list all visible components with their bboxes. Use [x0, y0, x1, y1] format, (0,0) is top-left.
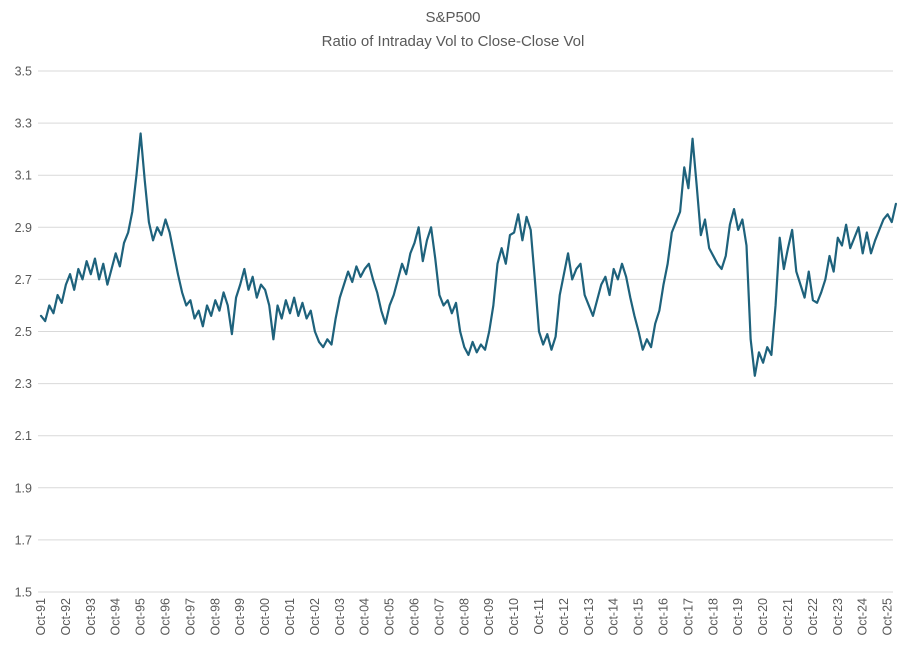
chart-title-block: S&P500 Ratio of Intraday Vol to Close-Cl…: [0, 6, 906, 54]
x-axis-tick-label: Oct-08: [457, 598, 471, 636]
x-axis-tick-label: Oct-18: [706, 598, 720, 636]
chart-subtitle: Ratio of Intraday Vol to Close-Close Vol: [321, 33, 585, 50]
y-axis-tick-label: 3.3: [15, 117, 32, 131]
x-axis-tick-label: Oct-02: [308, 598, 322, 636]
x-axis-tick-label: Oct-15: [632, 598, 646, 636]
x-axis-tick-label: Oct-23: [831, 598, 845, 636]
x-axis-tick-label: Oct-01: [283, 598, 297, 636]
x-axis-tick-label: Oct-98: [208, 598, 222, 636]
x-axis-tick-label: Oct-96: [159, 598, 173, 636]
chart-title: S&P500: [425, 9, 481, 26]
x-axis-tick-label: Oct-94: [109, 598, 123, 636]
x-axis-tick-label: Oct-93: [84, 598, 98, 636]
x-axis-tick-label: Oct-91: [34, 598, 48, 636]
x-axis-tick-label: Oct-20: [756, 598, 770, 636]
y-axis-tick-label: 3.1: [15, 169, 32, 183]
x-axis-tick-label: Oct-03: [333, 598, 347, 636]
x-axis-tick-label: Oct-10: [507, 598, 521, 636]
y-axis-tick-label: 1.9: [15, 481, 32, 495]
series-line-vol-ratio: [39, 132, 898, 377]
y-axis-tick-label: 2.1: [15, 429, 32, 443]
x-axis-tick-label: Oct-14: [607, 598, 621, 636]
x-axis-tick-label: Oct-13: [582, 598, 596, 636]
y-axis-tick-label: 2.9: [15, 221, 32, 235]
x-axis-tick-label: Oct-97: [183, 598, 197, 636]
x-axis-tick-label: Oct-19: [731, 598, 745, 636]
x-axis-tick-label: Oct-06: [408, 598, 422, 636]
y-axis-tick-label: 1.5: [15, 586, 32, 600]
y-axis-tick-label: 3.5: [15, 65, 32, 79]
y-axis-tick-label: 2.7: [15, 273, 32, 287]
x-axis-tick-label: Oct-92: [59, 598, 73, 636]
y-axis-tick-label: 2.3: [15, 377, 32, 391]
x-axis-tick-label: Oct-25: [881, 598, 895, 636]
x-axis-tick-label: Oct-21: [781, 598, 795, 636]
x-axis-tick-label: Oct-09: [482, 598, 496, 636]
x-axis-tick-label: Oct-99: [233, 598, 247, 636]
x-axis-tick-label: Oct-11: [532, 598, 546, 635]
x-axis-tick-label: Oct-00: [258, 598, 272, 636]
x-axis-tick-label: Oct-24: [856, 598, 870, 636]
x-axis-tick-label: Oct-07: [432, 598, 446, 636]
x-axis-tick-label: Oct-17: [681, 598, 695, 636]
x-axis-tick-label: Oct-04: [358, 598, 372, 636]
y-axis-tick-label: 2.5: [15, 325, 32, 339]
x-axis-tick-label: Oct-16: [657, 598, 671, 636]
x-axis-tick-label: Oct-05: [383, 598, 397, 636]
x-axis-tick-label: Oct-22: [806, 598, 820, 636]
x-axis-tick-label: Oct-95: [134, 598, 148, 636]
x-axis-tick-label: Oct-12: [557, 598, 571, 636]
y-axis-tick-label: 1.7: [15, 533, 32, 547]
